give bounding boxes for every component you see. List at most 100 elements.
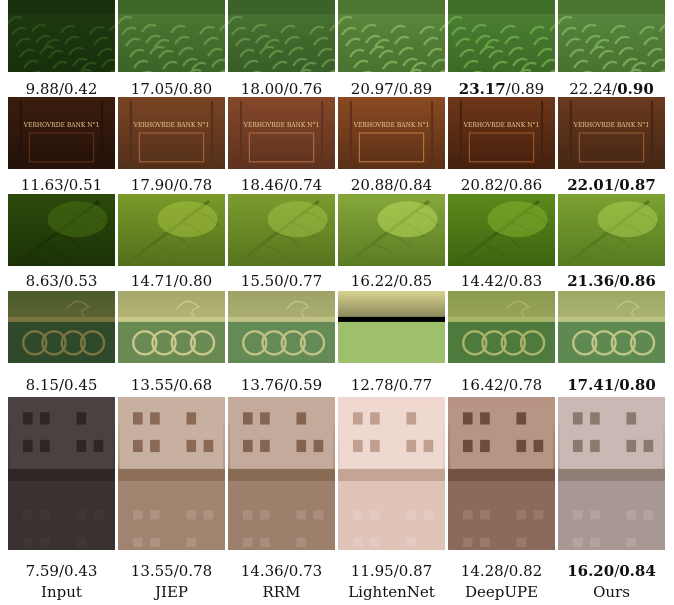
ssim-value: 0.89 <box>398 80 433 98</box>
result-image-lightennet <box>338 0 445 72</box>
ssim-value: 0.83 <box>508 272 543 290</box>
result-image-jiep <box>118 397 225 550</box>
score-separator: / <box>283 562 289 580</box>
score-separator: / <box>173 376 179 394</box>
score-separator: / <box>393 376 399 394</box>
result-image-input <box>8 397 115 550</box>
score-separator: / <box>505 80 511 98</box>
psnr-value: 20.88 <box>350 176 394 194</box>
result-image-jiep <box>118 0 225 72</box>
method-label-deepupe: DeepUPE <box>464 583 539 601</box>
psnr-value: 14.36 <box>240 562 284 580</box>
ssim-value: 0.42 <box>64 80 98 98</box>
score-separator: / <box>173 562 179 580</box>
result-image-input: VERHOVRDE BANK N°1 <box>8 97 115 169</box>
ssim-value: 0.84 <box>619 562 656 580</box>
door-sign-text: VERHOVRDE BANK N°1 <box>133 122 210 129</box>
psnr-ssim-score: 14.36/0.73 <box>227 562 337 580</box>
score-separator: / <box>283 176 289 194</box>
method-label-jiep: JIEP <box>155 583 188 601</box>
psnr-ssim-score: 17.90/0.78 <box>117 176 227 194</box>
score-separator: / <box>503 376 509 394</box>
result-image-lightennet <box>338 194 445 266</box>
psnr-ssim-score: 20.88/0.84 <box>337 176 447 194</box>
psnr-ssim-score: 16.22/0.85 <box>337 272 447 290</box>
psnr-value: 16.20 <box>567 562 615 580</box>
result-image-lightennet <box>338 397 445 550</box>
result-image-deepupe <box>448 0 555 72</box>
psnr-ssim-score: 17.41/0.80 <box>557 376 667 394</box>
result-image-rrm <box>228 291 335 363</box>
result-image-ours <box>558 291 665 363</box>
result-image-ours <box>558 397 665 550</box>
psnr-value: 18.00 <box>240 80 284 98</box>
ssim-value: 0.76 <box>288 80 323 98</box>
result-image-rrm: VERHOVRDE BANK N°1 <box>228 97 335 169</box>
ssim-value: 0.80 <box>178 272 213 290</box>
result-image-ours: VERHOVRDE BANK N°1 <box>558 97 665 169</box>
ssim-value: 0.80 <box>178 80 213 98</box>
ssim-value: 0.85 <box>398 272 433 290</box>
psnr-ssim-score: 8.63/0.53 <box>7 272 117 290</box>
psnr-ssim-score: 20.82/0.86 <box>447 176 557 194</box>
psnr-value: 17.41 <box>567 376 615 394</box>
result-image-deepupe <box>448 397 555 550</box>
psnr-value: 7.59 <box>25 562 59 580</box>
score-separator: / <box>612 80 618 98</box>
psnr-ssim-score: 14.71/0.80 <box>117 272 227 290</box>
psnr-value: 14.42 <box>460 272 504 290</box>
score-separator: / <box>503 272 509 290</box>
psnr-value: 8.63 <box>25 272 59 290</box>
score-separator: / <box>58 272 65 290</box>
ssim-value: 0.86 <box>508 176 543 194</box>
score-separator: / <box>614 376 620 394</box>
ssim-value: 0.78 <box>178 176 213 194</box>
result-image-rrm <box>228 194 335 266</box>
ssim-value: 0.82 <box>508 562 543 580</box>
score-separator: / <box>173 176 179 194</box>
ssim-value: 0.73 <box>288 562 323 580</box>
psnr-value: 22.01 <box>567 176 615 194</box>
psnr-ssim-score: 16.42/0.78 <box>447 376 557 394</box>
door-sign-text: VERHOVRDE BANK N°1 <box>573 122 650 129</box>
psnr-value: 14.28 <box>460 562 504 580</box>
score-separator: / <box>393 80 399 98</box>
score-separator: / <box>393 176 399 194</box>
psnr-value: 8.15 <box>25 376 59 394</box>
result-image-jiep <box>118 291 225 363</box>
result-image-input <box>8 0 115 72</box>
ssim-value: 0.80 <box>619 376 656 394</box>
psnr-value: 9.88 <box>25 80 59 98</box>
score-separator: / <box>283 272 289 290</box>
method-label-rrm: RRM <box>262 583 301 601</box>
psnr-value: 18.46 <box>240 176 284 194</box>
score-separator: / <box>283 80 289 98</box>
psnr-value: 13.55 <box>130 562 174 580</box>
ssim-value: 0.77 <box>398 376 433 394</box>
score-separator: / <box>58 562 65 580</box>
psnr-ssim-score: 13.76/0.59 <box>227 376 337 394</box>
psnr-ssim-score: 23.17/0.89 <box>447 80 557 98</box>
ssim-value: 0.77 <box>288 272 323 290</box>
result-image-ours <box>558 0 665 72</box>
ssim-value: 0.68 <box>178 376 213 394</box>
result-image-input <box>8 194 115 266</box>
door-sign-text: VERHOVRDE BANK N°1 <box>243 122 320 129</box>
score-separator: / <box>393 562 399 580</box>
psnr-ssim-score: 8.15/0.45 <box>7 376 117 394</box>
psnr-value: 21.36 <box>567 272 615 290</box>
ssim-value: 0.87 <box>398 562 433 580</box>
score-separator: / <box>614 272 620 290</box>
psnr-value: 14.71 <box>130 272 174 290</box>
score-separator: / <box>63 176 69 194</box>
result-image-rrm <box>228 397 335 550</box>
ssim-value: 0.78 <box>508 376 543 394</box>
psnr-value: 22.24 <box>569 80 613 98</box>
result-image-input <box>8 291 115 363</box>
psnr-ssim-score: 11.63/0.51 <box>7 176 117 194</box>
result-image-rrm <box>228 0 335 72</box>
method-label-input: Input <box>41 583 82 601</box>
door-sign-text: VERHOVRDE BANK N°1 <box>353 122 430 129</box>
psnr-value: 17.90 <box>130 176 174 194</box>
result-image-deepupe: VERHOVRDE BANK N°1 <box>448 97 555 169</box>
